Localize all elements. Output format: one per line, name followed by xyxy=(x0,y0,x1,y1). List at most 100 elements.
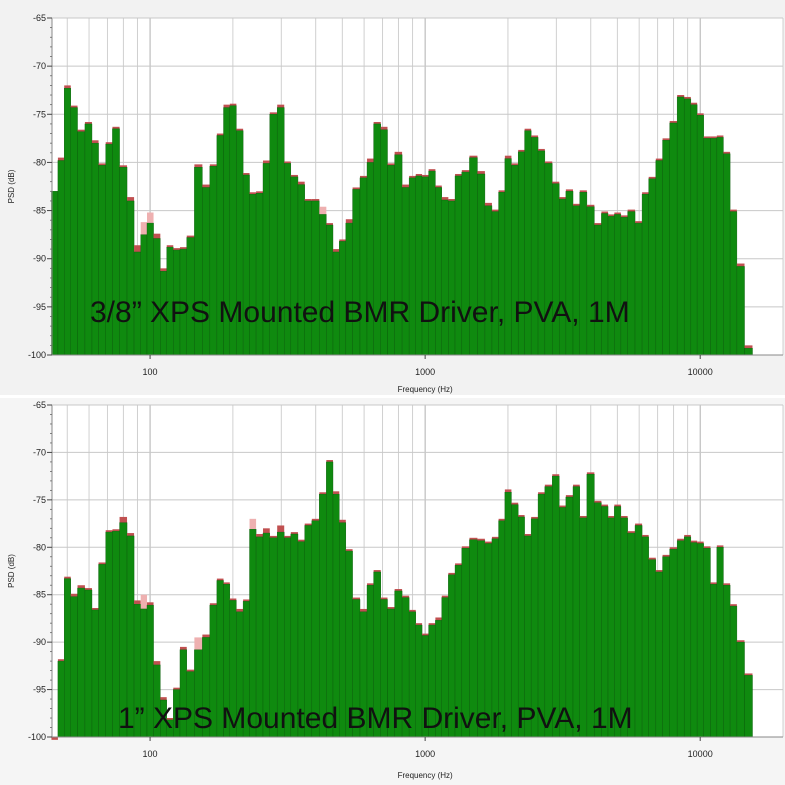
bar-peak xyxy=(710,136,717,139)
bar-peak xyxy=(635,523,643,526)
bar xyxy=(676,540,685,738)
bar-peak xyxy=(586,472,595,475)
bar xyxy=(641,536,649,738)
bar-peak xyxy=(544,161,553,164)
bar-peak xyxy=(380,597,388,600)
bar-peak xyxy=(402,184,410,188)
bar-peak xyxy=(579,515,587,518)
bar xyxy=(736,266,745,356)
bar-peak xyxy=(209,603,217,606)
bar-peak xyxy=(373,570,381,572)
bar-peak xyxy=(498,190,505,193)
bar xyxy=(304,200,313,356)
bar xyxy=(634,525,643,738)
bar-peak xyxy=(573,484,580,487)
bar xyxy=(729,605,738,738)
bar-peak xyxy=(710,582,717,585)
bar-peak xyxy=(186,669,195,672)
bar xyxy=(614,214,622,356)
bar-peak xyxy=(669,547,678,550)
x-tick-label: 10000 xyxy=(688,367,713,377)
bar xyxy=(326,224,334,356)
bar xyxy=(627,211,636,356)
bar xyxy=(723,585,731,738)
x-ticks: 100 1000 10000 xyxy=(143,737,713,759)
bar xyxy=(716,547,724,738)
bar-peak xyxy=(269,112,278,115)
bar xyxy=(491,211,499,356)
y-tick-label: -90 xyxy=(33,637,46,647)
bar-peak xyxy=(552,474,560,477)
bar-peak xyxy=(202,634,210,638)
y-tick-label: -75 xyxy=(33,109,46,119)
bar-peak xyxy=(345,549,353,552)
bar xyxy=(565,191,574,356)
psd-chart-bottom: -65 -70 -75 -80 -85 -90 -95 -100 100 1000 10000 Fre… xyxy=(7,400,784,780)
bar-peak xyxy=(552,181,560,184)
bar-peak xyxy=(284,535,291,538)
bar-peak xyxy=(352,187,360,190)
bar-peak xyxy=(194,164,203,168)
bar-peak xyxy=(140,594,148,609)
psd-chart-top: -65 -70 -75 -80 -85 -90 -95 -100 100 1000 10000 Fre… xyxy=(7,13,784,394)
bar-peak xyxy=(91,607,99,610)
bar xyxy=(559,198,567,356)
bar xyxy=(448,200,456,356)
bar xyxy=(655,571,663,738)
bar-peak xyxy=(263,528,270,534)
chart-panel-bottom: -65 -70 -75 -80 -85 -90 -95 -100 100 1000 10000 Fre… xyxy=(0,398,785,785)
bar-peak xyxy=(744,673,753,676)
bar-peak xyxy=(448,572,456,575)
bar xyxy=(744,675,753,738)
bar-peak xyxy=(491,536,499,539)
bar-peak xyxy=(559,505,566,508)
bar-peak xyxy=(477,171,485,174)
bar xyxy=(345,222,353,356)
bar-peak xyxy=(677,95,685,97)
bar-peak xyxy=(518,515,525,517)
bar-peak xyxy=(504,155,512,159)
bar-peak xyxy=(249,192,257,195)
bar-peak xyxy=(684,534,691,537)
bar-peak xyxy=(601,211,609,214)
bar xyxy=(77,587,86,738)
bar-peak xyxy=(134,245,141,252)
bar-peak xyxy=(173,687,180,690)
bar-peak xyxy=(236,128,244,131)
bar-peak xyxy=(105,530,113,533)
bar-peak xyxy=(64,576,71,579)
bar-peak xyxy=(586,204,595,207)
bar xyxy=(126,200,135,356)
bar-peak xyxy=(186,235,195,238)
bar-peak xyxy=(179,247,187,250)
bar-peak xyxy=(511,163,519,166)
bar-peak xyxy=(662,554,670,557)
bar-peak xyxy=(284,161,291,164)
bar-peak xyxy=(147,212,154,224)
bar-peak xyxy=(243,599,250,602)
bar-peak xyxy=(98,562,106,565)
bar xyxy=(64,578,71,738)
bar-peak xyxy=(635,221,643,224)
chart-panel-top: -65 -70 -75 -80 -85 -90 -95 -100 100 1000 10000 Fre… xyxy=(0,0,785,395)
bar-peak xyxy=(736,640,745,643)
bar xyxy=(662,140,670,356)
bar xyxy=(572,205,580,356)
bar-peak xyxy=(127,533,135,536)
bar-peak xyxy=(422,174,429,177)
bar-peak xyxy=(57,659,65,662)
bar-peak xyxy=(297,181,305,185)
bar-peak xyxy=(614,504,621,507)
bar xyxy=(696,543,704,738)
bar-peak xyxy=(538,148,545,151)
bar xyxy=(326,461,334,738)
bar xyxy=(319,493,327,738)
bar xyxy=(716,137,724,356)
bar-peak xyxy=(229,103,237,106)
y-tick-label: -75 xyxy=(33,495,46,505)
x-tick-label: 1000 xyxy=(415,367,435,377)
y-axis-title: PSD (dB) xyxy=(7,169,16,203)
bar xyxy=(648,559,657,738)
bar xyxy=(744,348,753,356)
bar-peak xyxy=(601,504,609,507)
